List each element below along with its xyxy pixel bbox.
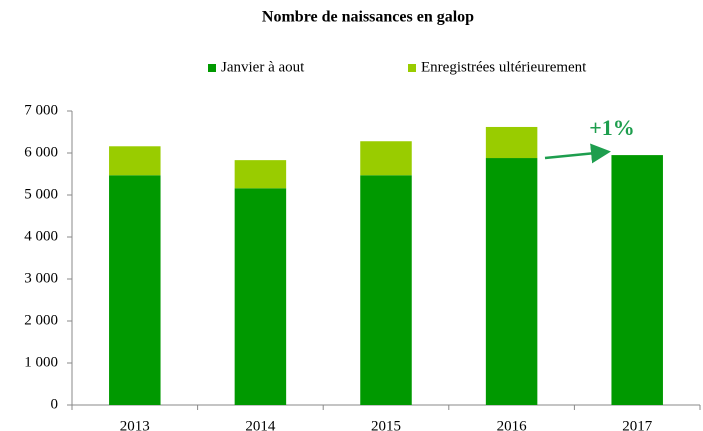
x-tick-label: 2015 (371, 418, 401, 431)
y-tick-label: 6 000 (24, 144, 58, 160)
y-tick-label: 3 000 (24, 270, 58, 286)
legend-swatch (408, 64, 416, 72)
y-tick-label: 1 000 (24, 354, 58, 370)
bar-segment (109, 175, 161, 405)
bar-segment (485, 158, 538, 405)
y-tick-label: 7 000 (24, 102, 58, 118)
y-tick-label: 0 (51, 396, 59, 412)
x-tick-label: 2017 (622, 418, 653, 431)
bar-segment (234, 160, 287, 189)
annotation: +1% (589, 115, 635, 140)
y-tick-label: 2 000 (24, 312, 58, 328)
bar-segment (234, 188, 287, 405)
bar-segment (360, 141, 412, 176)
chart-title: Nombre de naissances en galop (262, 9, 474, 26)
legend-label: Enregistrées ultérieurement (421, 59, 587, 75)
x-tick-label: 2014 (245, 418, 276, 431)
bar-segment (109, 146, 161, 176)
bar-segment (611, 155, 663, 405)
bar-segment (360, 175, 412, 405)
legend-swatch (208, 64, 216, 72)
x-tick-label: 2013 (120, 418, 150, 431)
bar-segment (485, 126, 538, 159)
x-tick-label: 2016 (497, 418, 528, 431)
annotation-arrow (544, 143, 611, 164)
y-tick-label: 5 000 (24, 186, 58, 202)
legend-label: Janvier à aout (221, 59, 305, 75)
y-tick-label: 4 000 (24, 228, 58, 244)
